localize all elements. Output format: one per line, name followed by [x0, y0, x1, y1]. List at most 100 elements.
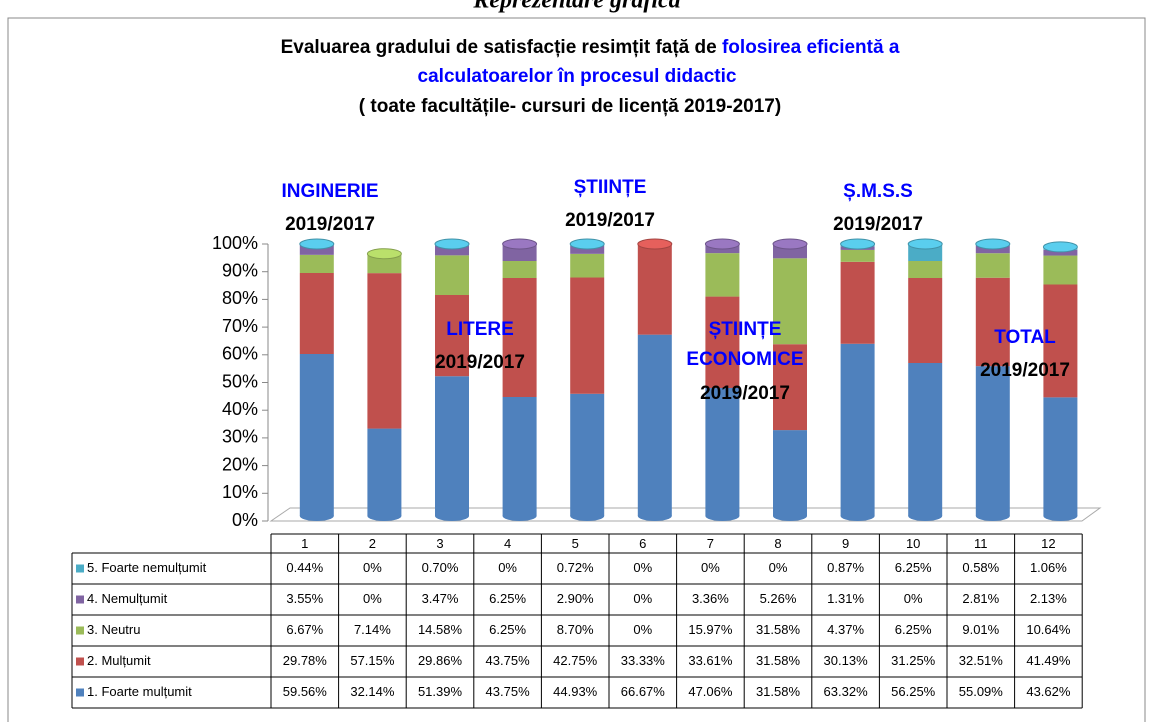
annotation-period: 2019/2017 — [833, 214, 923, 235]
data-label: 59.56% — [283, 684, 328, 699]
y-tick-label: 100% — [212, 233, 258, 253]
data-label: 0% — [633, 591, 652, 606]
annotation-name: ECONOMICE — [686, 349, 803, 370]
cylinder-top — [840, 238, 876, 250]
data-label: 0% — [904, 591, 923, 606]
bar-segment — [840, 261, 875, 344]
annotation-period: 2019/2017 — [700, 383, 790, 404]
bar-segment — [705, 253, 740, 297]
bar-segment — [502, 278, 537, 397]
bar-segment — [435, 295, 469, 377]
legend-label: 1. Foarte mulțumit — [87, 684, 192, 699]
bar-segment — [299, 272, 334, 354]
cylinder-top — [772, 238, 808, 250]
data-label: 2.13% — [1030, 591, 1067, 606]
data-label: 56.25% — [891, 684, 936, 699]
title-highlight: folosirea eficientă a — [722, 37, 900, 58]
data-label: 0.72% — [557, 560, 594, 575]
data-label: 47.06% — [688, 684, 733, 699]
cylinder-top — [366, 248, 402, 260]
data-label: 0.70% — [422, 560, 459, 575]
data-label: 3.55% — [286, 591, 323, 606]
y-tick-label: 50% — [222, 371, 258, 391]
bar-segment — [705, 296, 740, 388]
legend-swatch — [76, 688, 84, 697]
data-label: 43.62% — [1026, 684, 1071, 699]
data-label: 30.13% — [824, 653, 869, 668]
chart-subtitle: ( toate facultățile- cursuri de licență … — [359, 96, 781, 117]
bar-segment — [299, 245, 334, 255]
data-label: 7.14% — [354, 622, 391, 637]
y-tick-label: 0% — [232, 510, 258, 530]
data-label: 55.09% — [959, 684, 1004, 699]
data-label: 32.14% — [350, 684, 395, 699]
floor — [269, 507, 1102, 522]
x-tick-label: 2 — [369, 536, 376, 551]
bar-segment — [908, 261, 943, 278]
bar-segment — [975, 277, 1010, 367]
cylinder-top — [637, 238, 673, 250]
cylinder-top — [502, 238, 538, 250]
legend-label: 2. Mulțumit — [87, 653, 151, 668]
bar-segment — [502, 397, 537, 516]
data-label: 6.67% — [286, 622, 323, 637]
bar-segment — [975, 253, 1010, 278]
data-label: 6.25% — [489, 591, 526, 606]
bar-segment — [637, 244, 672, 335]
cylinder-top — [975, 238, 1011, 250]
bar-segment — [435, 245, 469, 256]
data-label: 0% — [498, 560, 517, 575]
data-label: 57.15% — [350, 653, 395, 668]
data-label: 9.01% — [962, 622, 999, 637]
data-label: 15.97% — [688, 622, 733, 637]
bar-segment — [502, 261, 537, 278]
bar-segment — [975, 366, 1010, 516]
legend-label: 4. Nemulțumit — [87, 591, 168, 606]
bar-segment — [570, 245, 605, 254]
data-label: 6.25% — [895, 622, 932, 637]
data-label: 51.39% — [418, 684, 463, 699]
chart-title: Evaluarea gradului de satisfacție resimț… — [281, 37, 900, 58]
x-tick-label: 4 — [504, 536, 511, 551]
data-label: 0% — [633, 560, 652, 575]
y-tick-label: 40% — [222, 399, 258, 419]
bar-segment — [705, 387, 740, 516]
cylinder-top — [1042, 241, 1078, 253]
y-tick-label: 20% — [222, 454, 258, 474]
x-tick-label: 3 — [436, 536, 443, 551]
cylinder-top — [569, 238, 605, 250]
legend-swatch — [76, 595, 84, 604]
data-label: 5.26% — [760, 591, 797, 606]
bar-segment — [840, 249, 875, 262]
annotation-period: 2019/2017 — [980, 360, 1070, 381]
bar-segment — [773, 344, 807, 431]
cylinder-top — [434, 238, 470, 250]
data-label: 33.33% — [621, 653, 666, 668]
data-label: 29.78% — [283, 653, 328, 668]
y-tick-label: 10% — [222, 482, 258, 502]
annotation-period: 2019/2017 — [285, 214, 375, 235]
legend-swatch — [76, 564, 84, 573]
data-label: 1.06% — [1030, 560, 1067, 575]
bar-segment — [570, 277, 605, 394]
cylinder-top — [704, 238, 740, 250]
bar-segment — [1043, 397, 1078, 516]
data-label: 4.37% — [827, 622, 864, 637]
x-tick-label: 5 — [572, 536, 579, 551]
legend-swatch — [76, 657, 84, 666]
bar-segment — [299, 353, 334, 516]
heading: Reprezentare grafică — [472, 0, 680, 14]
data-label: 2.90% — [557, 591, 594, 606]
data-label: 43.75% — [486, 653, 531, 668]
y-tick-label: 60% — [222, 344, 258, 364]
data-label: 33.61% — [688, 653, 733, 668]
data-label: 31.25% — [891, 653, 936, 668]
bar-segment — [367, 253, 402, 274]
data-label: 14.58% — [418, 622, 463, 637]
bar-segment — [1043, 249, 1078, 256]
data-label: 0% — [769, 560, 788, 575]
data-label: 3.47% — [422, 591, 459, 606]
bar-segment — [570, 253, 605, 278]
data-label: 0% — [363, 560, 382, 575]
data-label: 41.49% — [1026, 653, 1071, 668]
